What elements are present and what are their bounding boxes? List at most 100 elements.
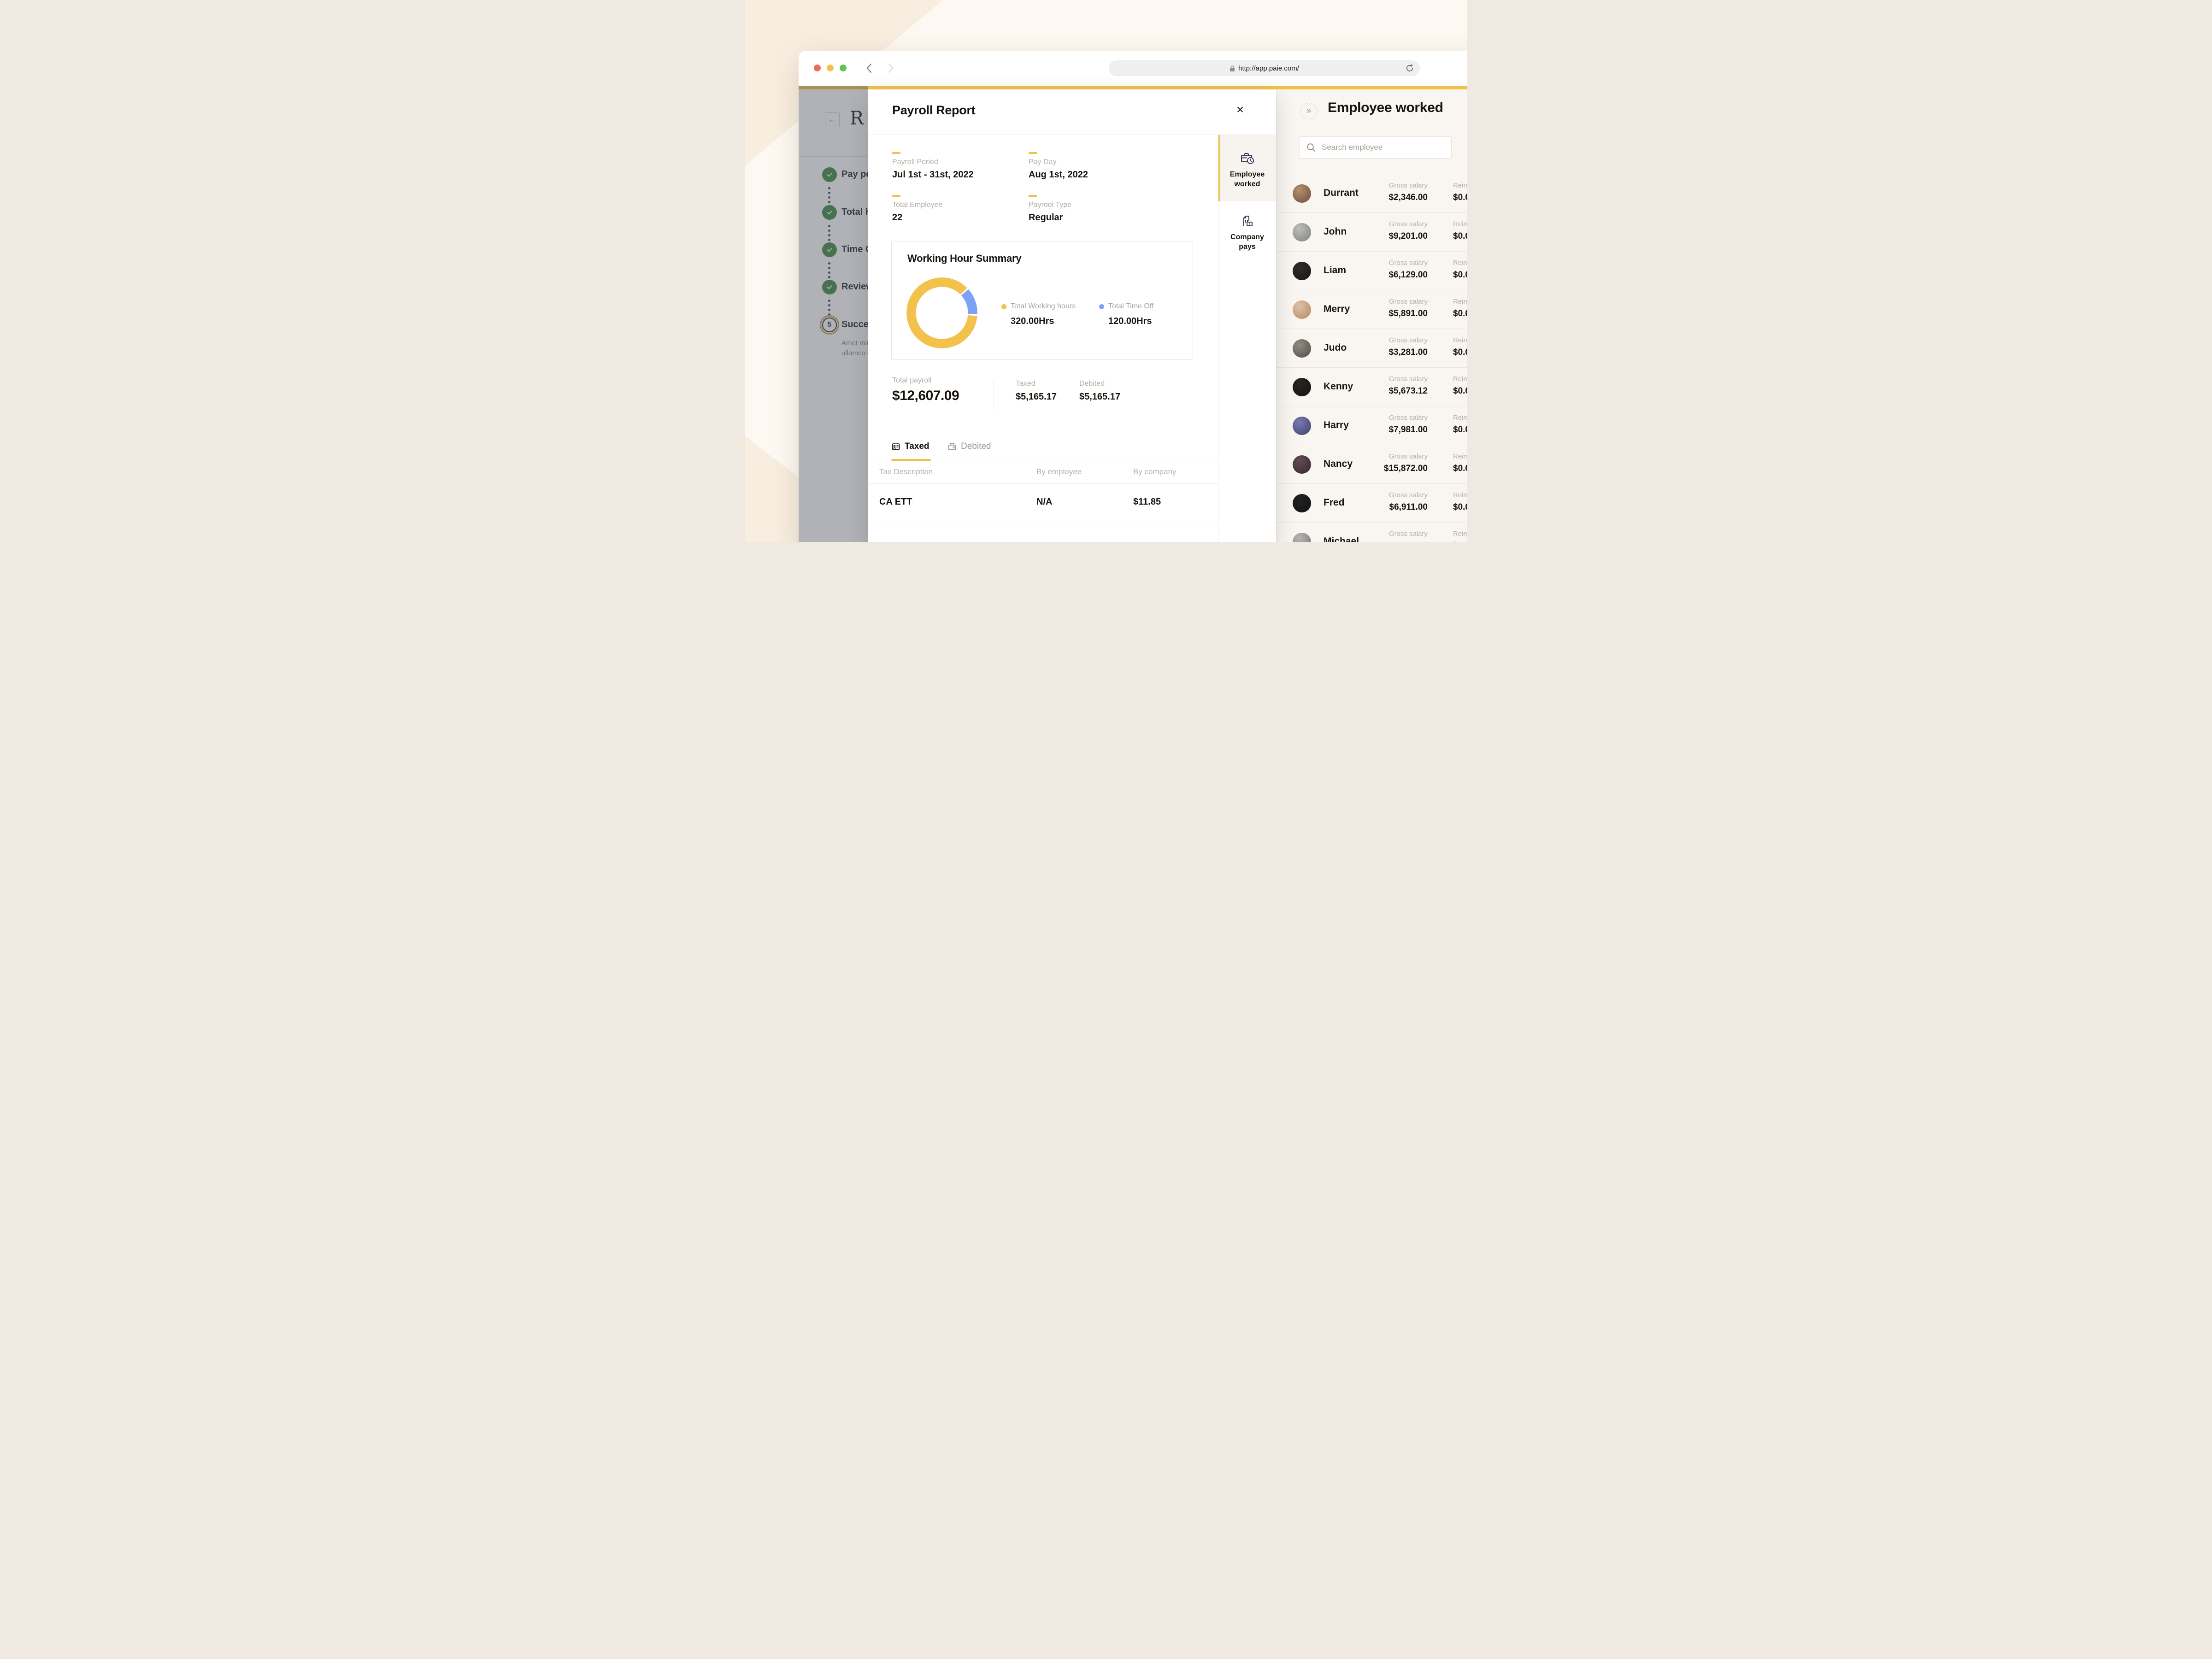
reimbursement-value: $0.00	[1453, 231, 1467, 241]
debited-value: $5,165.17	[1079, 392, 1120, 402]
company-pays-icon	[1243, 216, 1253, 226]
gross-salary-label: Gross salary	[1388, 220, 1428, 228]
collapse-panel-button[interactable]: »	[1300, 103, 1317, 119]
employee-name: Liam	[1324, 265, 1347, 276]
employee-name: Kenny	[1324, 381, 1353, 392]
reimbursement-block: Reimbursement $0.00	[1453, 259, 1467, 280]
gross-salary-block: Gross salary $3,281.00	[1388, 336, 1428, 358]
employee-row[interactable]: Nancy Gross salary $15,872.00 Reimbursem…	[1277, 445, 1467, 484]
table-row[interactable]: CA ETT N/A $11.85	[868, 484, 1218, 522]
legend-time-off: Total Time Off 120.00Hrs	[1099, 302, 1153, 327]
field-value: Jul 1st - 31st, 2022	[892, 170, 974, 180]
employee-row[interactable]: Michael Gross salary Reimbursement $0.00	[1277, 523, 1467, 542]
active-tab-indicator	[891, 459, 931, 461]
lock-icon	[1230, 65, 1235, 72]
gross-salary-value: $3,281.00	[1388, 347, 1428, 357]
minimize-window-button[interactable]	[827, 65, 834, 71]
field-payroll-period: Payroll Period Jul 1st - 31st, 2022	[892, 152, 974, 180]
browser-forward-icon[interactable]	[886, 63, 895, 73]
search-input[interactable]	[1321, 142, 1445, 153]
employee-row[interactable]: Durrant Gross salary $2,346.00 Reimburse…	[1277, 174, 1467, 213]
address-bar[interactable]: http://app.paie.com/	[1109, 60, 1420, 76]
employee-row[interactable]: Merry Gross salary $5,891.00 Reimburseme…	[1277, 290, 1467, 329]
employee-search[interactable]	[1300, 136, 1452, 159]
reimbursement-block: Reimbursement $0.00	[1453, 298, 1467, 319]
legend-working-hours: Total Working hours 320.00Hrs	[1001, 302, 1076, 327]
close-window-button[interactable]	[814, 65, 821, 71]
employee-name: Judo	[1324, 342, 1347, 353]
modal-title: Payroll Report	[892, 103, 976, 117]
screen: http://app.paie.com/ ← R Pay period	[745, 0, 1467, 542]
employee-name: Michael	[1324, 536, 1359, 542]
employee-row[interactable]: Judo Gross salary $3,281.00 Reimbursemen…	[1277, 329, 1467, 368]
legend-dot	[1001, 304, 1006, 309]
reimbursement-label: Reimbursement	[1453, 414, 1467, 422]
taxed-value: $5,165.17	[1016, 392, 1057, 402]
avatar	[1293, 494, 1311, 512]
legend-value: 120.00Hrs	[1108, 316, 1152, 326]
gross-salary-value: $5,891.00	[1388, 309, 1428, 318]
taxed-icon	[892, 443, 900, 450]
back-button[interactable]: ←	[825, 112, 840, 127]
step-label-review[interactable]: Review	[841, 282, 868, 292]
browser-back-icon[interactable]	[865, 63, 874, 73]
reimbursement-label: Reimbursement	[1453, 298, 1467, 306]
gross-salary-label: Gross salary	[1388, 182, 1428, 189]
browser-window: http://app.paie.com/ ← R Pay period	[799, 51, 1467, 542]
employee-list: Durrant Gross salary $2,346.00 Reimburse…	[1277, 174, 1467, 542]
step-label-time-off[interactable]: Time Off	[841, 244, 868, 254]
url-text: http://app.paie.com/	[1238, 64, 1299, 72]
step-label-total-hours[interactable]: Total Hours	[841, 207, 868, 217]
tab-taxed[interactable]: Taxed	[891, 441, 930, 452]
employee-row[interactable]: Kenny Gross salary $5,673.12 Reimburseme…	[1277, 368, 1467, 406]
employee-row[interactable]: Fred Gross salary $6,911.00 Reimbursemen…	[1277, 484, 1467, 523]
reimbursement-block: Reimbursement $0.00	[1453, 414, 1467, 435]
employee-row[interactable]: Harry Gross salary $7,981.00 Reimburseme…	[1277, 406, 1467, 445]
reimbursement-value: $0.00	[1453, 541, 1467, 542]
modal-body: Payroll Period Jul 1st - 31st, 2022 Pay …	[868, 135, 1218, 542]
field-total-employee: Total Employee 22	[892, 195, 942, 223]
gross-salary-label: Gross salary	[1388, 259, 1428, 267]
gross-salary-block: Gross salary $7,981.00	[1388, 414, 1428, 435]
zoom-window-button[interactable]	[840, 65, 847, 71]
debited-icon	[948, 443, 956, 450]
reimbursement-value: $0.00	[1453, 193, 1467, 202]
reimbursement-value: $0.00	[1453, 386, 1467, 396]
close-icon[interactable]: ×	[1236, 102, 1244, 117]
by-company-cell: $11.85	[1133, 497, 1161, 507]
employee-row[interactable]: Liam Gross salary $6,129.00 Reimbursemen…	[1277, 252, 1467, 290]
column-header: By company	[1133, 467, 1177, 476]
gross-salary-block: Gross salary $6,911.00	[1389, 491, 1428, 512]
side-tab-employee-worked[interactable]: Employee worked	[1218, 135, 1276, 201]
reimbursement-block: Reimbursement $0.00	[1453, 336, 1467, 358]
field-label: Payrool Type	[1029, 201, 1072, 209]
step-done-icon	[822, 205, 837, 220]
field-value: 22	[892, 212, 903, 223]
avatar	[1293, 339, 1311, 358]
employee-row[interactable]: John Gross salary $9,201.00 Reimbursemen…	[1277, 213, 1467, 252]
gross-salary-value: $9,201.00	[1388, 231, 1428, 241]
employee-name: Harry	[1324, 420, 1349, 430]
gross-salary-value: $5,673.12	[1388, 386, 1428, 396]
reimbursement-label: Reimbursement	[1453, 530, 1467, 538]
step-label-success[interactable]: Success	[841, 319, 868, 329]
step-label-pay-period[interactable]: Pay period	[841, 169, 868, 179]
gross-salary-block: Gross salary $15,872.00	[1384, 453, 1428, 474]
avatar	[1293, 300, 1311, 319]
tab-debited[interactable]: Debited	[947, 441, 991, 452]
legend-label: Total Working hours	[1011, 302, 1076, 310]
avatar	[1293, 184, 1311, 203]
modal-header: Payroll Report ×	[868, 89, 1276, 135]
reimbursement-block: Reimbursement $0.00	[1453, 530, 1467, 542]
gross-salary-label: Gross salary	[1388, 530, 1428, 538]
employee-worked-panel: » Employee worked Durrant Gross salary $…	[1276, 89, 1467, 542]
field-label: Pay Day	[1029, 158, 1057, 166]
total-payroll-label: Total payroll	[892, 377, 932, 384]
payroll-report-modal: Payroll Report × Payroll Period Jul 1st …	[868, 89, 1276, 542]
total-payroll-value: $12,607.09	[892, 388, 959, 403]
reimbursement-label: Reimbursement	[1453, 375, 1467, 383]
debited-label: Debited	[1079, 380, 1105, 388]
side-tab-company-pays[interactable]: Company pays	[1218, 201, 1276, 277]
avatar	[1293, 223, 1311, 241]
refresh-icon[interactable]	[1405, 64, 1414, 73]
